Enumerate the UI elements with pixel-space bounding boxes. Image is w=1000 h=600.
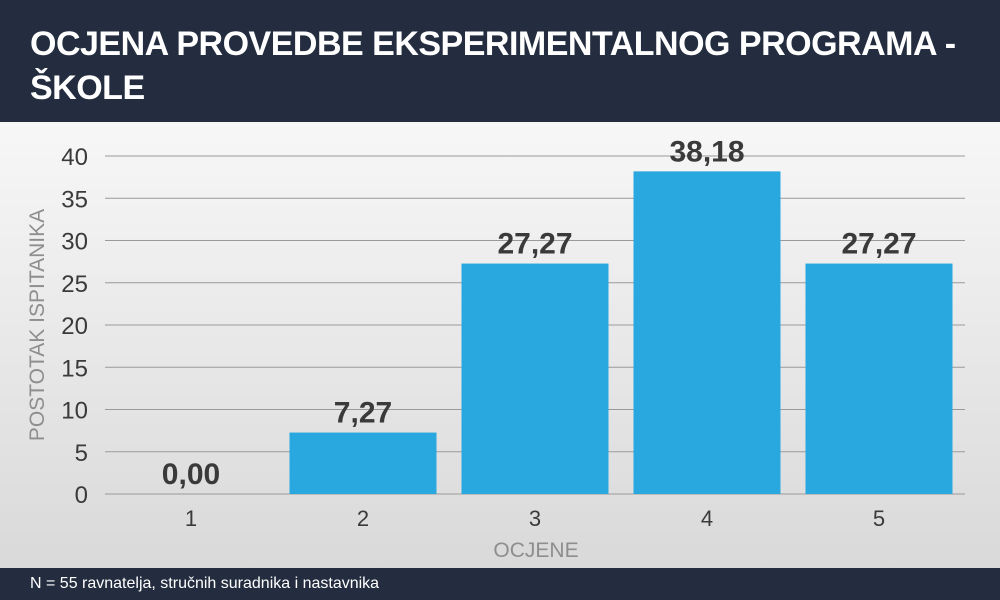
x-tick-label: 3 <box>529 506 541 531</box>
y-tick-label: 15 <box>61 355 88 382</box>
data-label: 27,27 <box>841 228 916 261</box>
x-tick-label: 2 <box>357 506 369 531</box>
y-tick-label: 20 <box>61 313 88 340</box>
y-axis-title: POSTOTAK ISPITANIKA <box>26 209 49 441</box>
y-tick-label: 10 <box>61 398 88 425</box>
y-tick-label: 30 <box>61 229 88 256</box>
y-tick-label: 5 <box>75 440 88 467</box>
sample-size-note: N = 55 ravnatelja, stručnih suradnika i … <box>30 575 380 592</box>
bar <box>461 263 609 494</box>
y-tick-label: 0 <box>75 482 88 509</box>
x-tick-label: 1 <box>185 506 197 531</box>
x-tick-label: 4 <box>701 506 713 531</box>
bar <box>805 263 953 494</box>
y-tick-label: 35 <box>61 186 88 213</box>
data-label: 7,27 <box>334 397 392 430</box>
bar <box>289 432 437 494</box>
footer-bar: N = 55 ravnatelja, stručnih suradnika i … <box>0 568 1000 600</box>
chart-title: OCJENA PROVEDBE EKSPERIMENTALNOG PROGRAM… <box>30 25 956 107</box>
y-tick-label: 25 <box>61 271 88 298</box>
x-tick-label: 5 <box>873 506 885 531</box>
header-bar: OCJENA PROVEDBE EKSPERIMENTALNOG PROGRAM… <box>0 0 1000 122</box>
bar <box>633 171 781 494</box>
x-axis-title: OCJENE <box>493 539 578 562</box>
data-label: 27,27 <box>497 228 572 261</box>
data-label: 0,00 <box>162 458 220 491</box>
bar-chart: 0 5 10 15 20 25 30 35 40 0,00 1 7,27 2 27,27 3 38,18 4 27… <box>26 135 965 562</box>
data-label: 38,18 <box>669 135 744 168</box>
y-tick-label: 40 <box>61 144 88 171</box>
